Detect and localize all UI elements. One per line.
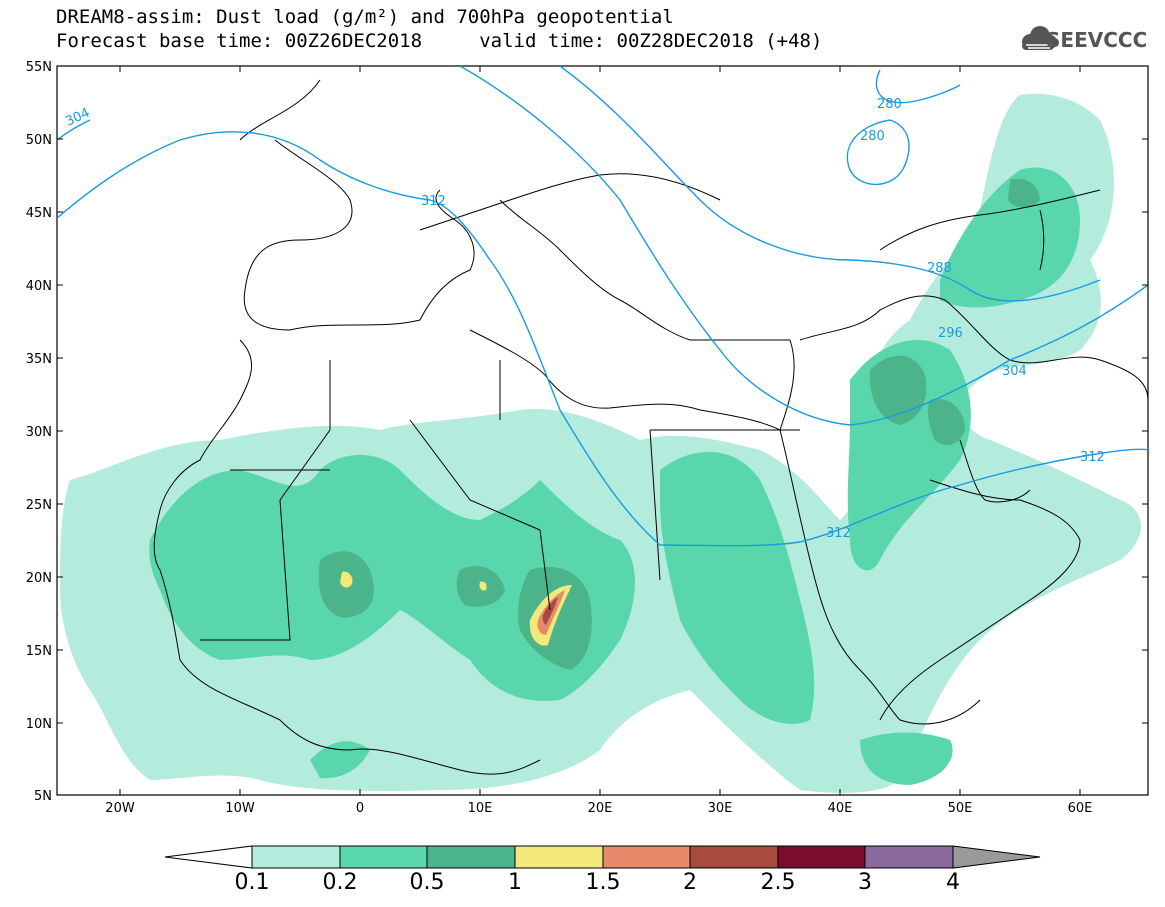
lat-label: 50N (26, 133, 52, 148)
contour-label-280b: 280 (860, 129, 885, 144)
colorbar-tick-label: 1 (508, 870, 522, 895)
colorbar (164, 845, 1041, 869)
colorbar-bin (426, 845, 516, 869)
lon-label: 30E (708, 801, 733, 816)
dust-shading-2.0 (542, 597, 558, 625)
lon-label: 10W (225, 801, 255, 816)
contour-label-280a: 280 (877, 97, 902, 112)
contour-label-296: 296 (938, 326, 963, 341)
colorbar-low-arrow (164, 845, 253, 869)
colorbar-bin (339, 845, 428, 869)
lon-label: 50E (948, 801, 973, 816)
seevccc-logo (1022, 26, 1057, 50)
lat-label: 55N (26, 60, 52, 75)
longitude-labels: 20W 10W 0 10E 20E 30E 40E 50E 60E (105, 801, 1092, 816)
cloud-icon (1022, 26, 1057, 50)
lat-label: 5N (34, 789, 52, 804)
forecast-time-info: Forecast base time: 00Z26DEC2018 valid t… (56, 30, 823, 52)
colorbar-high-arrow (952, 845, 1041, 869)
colorbar-tick-label: 2 (683, 870, 697, 895)
lon-label: 20E (588, 801, 613, 816)
lat-label: 10N (26, 717, 52, 732)
axis-ticks (57, 65, 1148, 796)
contour-label-312w: 312 (421, 194, 446, 209)
contour-label-288: 288 (927, 261, 952, 276)
colorbar-bin (864, 845, 954, 869)
lat-label: 30N (26, 425, 52, 440)
coastlines-borders (153, 79, 1148, 775)
colorbar-tick-label: 4 (946, 870, 960, 895)
colorbar-tick-label: 2.5 (760, 870, 796, 895)
contour-label-312e: 312 (1080, 450, 1105, 465)
contour-labels: 304 312 280 280 288 296 304 312 312 (63, 97, 1104, 541)
colorbar-tick-label: 0.2 (322, 870, 358, 895)
lat-label: 15N (26, 644, 52, 659)
colorbar-bin (602, 845, 691, 869)
lat-label: 20N (26, 571, 52, 586)
lon-label: 20W (105, 801, 135, 816)
lon-label: 40E (828, 801, 853, 816)
colorbar-tick-label: 0.5 (409, 870, 445, 895)
colorbar-bin (514, 845, 604, 869)
contour-label-312c: 312 (826, 526, 851, 541)
colorbar-bin (251, 845, 341, 869)
latitude-labels: 55N 50N 45N 40N 35N 30N 25N 20N 15N 10N … (26, 60, 52, 804)
lat-label: 45N (26, 206, 52, 221)
geopotential-contours (57, 66, 1148, 547)
lon-label: 10E (468, 801, 493, 816)
lon-label: 60E (1068, 801, 1093, 816)
lat-label: 35N (26, 352, 52, 367)
colorbar-bin (777, 845, 866, 869)
colorbar-tick-label: 0.1 (234, 870, 270, 895)
map-title: DREAM8-assim: Dust load (g/m²) and 700hP… (56, 6, 674, 28)
lon-label: 0 (356, 801, 364, 816)
colorbar-tick-label: 1.5 (585, 870, 621, 895)
colorbar-bin (689, 845, 779, 869)
lat-label: 25N (26, 498, 52, 513)
logo-text: SEEVCCC (1046, 28, 1148, 52)
lat-label: 40N (26, 279, 52, 294)
colorbar-tick-label: 3 (858, 870, 872, 895)
contour-label-304e: 304 (1002, 364, 1027, 379)
